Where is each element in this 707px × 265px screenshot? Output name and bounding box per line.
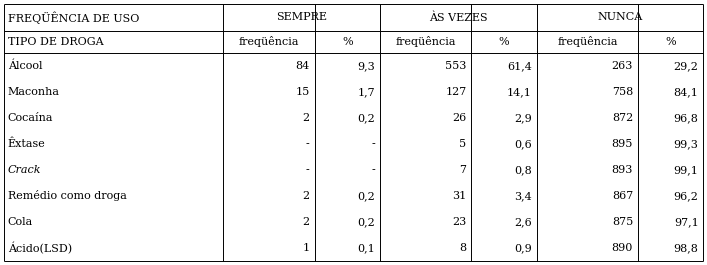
Text: 99,3: 99,3	[674, 139, 699, 149]
Text: 3,4: 3,4	[514, 191, 532, 201]
Text: 890: 890	[612, 243, 633, 253]
Text: 875: 875	[612, 217, 633, 227]
Text: 8: 8	[460, 243, 467, 253]
Text: 0,8: 0,8	[514, 165, 532, 175]
Text: 553: 553	[445, 61, 467, 71]
Text: 84,1: 84,1	[674, 87, 699, 97]
Text: SEMPRE: SEMPRE	[276, 12, 327, 23]
Text: 23: 23	[452, 217, 467, 227]
Text: Álcool: Álcool	[8, 61, 42, 71]
Text: 97,1: 97,1	[674, 217, 699, 227]
Text: Crack: Crack	[8, 165, 41, 175]
Text: Ácido(LSD): Ácido(LSD)	[8, 242, 72, 254]
Text: 127: 127	[445, 87, 467, 97]
Text: Cocaína: Cocaína	[8, 113, 53, 123]
Text: -: -	[306, 139, 310, 149]
Text: Cola: Cola	[8, 217, 33, 227]
Text: 867: 867	[612, 191, 633, 201]
Text: 2: 2	[303, 191, 310, 201]
Text: 61,4: 61,4	[507, 61, 532, 71]
Text: -: -	[371, 165, 375, 175]
Text: 0,1: 0,1	[357, 243, 375, 253]
Text: %: %	[499, 37, 510, 47]
Text: 7: 7	[460, 165, 467, 175]
Text: Êxtase: Êxtase	[8, 139, 45, 149]
Text: 15: 15	[296, 87, 310, 97]
Text: freqüência: freqüência	[395, 36, 456, 47]
Text: 9,3: 9,3	[357, 61, 375, 71]
Text: 96,8: 96,8	[674, 113, 699, 123]
Text: FREQÜÊNCIA DE USO: FREQÜÊNCIA DE USO	[8, 11, 139, 24]
Text: 0,2: 0,2	[357, 217, 375, 227]
Text: ÀS VEZES: ÀS VEZES	[429, 12, 488, 23]
Text: 26: 26	[452, 113, 467, 123]
Text: 1: 1	[303, 243, 310, 253]
Text: 99,1: 99,1	[674, 165, 699, 175]
Text: 2: 2	[303, 113, 310, 123]
Text: 2: 2	[303, 217, 310, 227]
Text: 0,6: 0,6	[514, 139, 532, 149]
Text: TIPO DE DROGA: TIPO DE DROGA	[8, 37, 103, 47]
Text: -: -	[371, 139, 375, 149]
Text: %: %	[342, 37, 353, 47]
Text: 96,2: 96,2	[674, 191, 699, 201]
Text: 0,2: 0,2	[357, 191, 375, 201]
Text: %: %	[665, 37, 676, 47]
Text: 1,7: 1,7	[358, 87, 375, 97]
Text: 758: 758	[612, 87, 633, 97]
Text: 31: 31	[452, 191, 467, 201]
Text: 893: 893	[612, 165, 633, 175]
Text: 84: 84	[296, 61, 310, 71]
Text: 29,2: 29,2	[674, 61, 699, 71]
Text: 98,8: 98,8	[674, 243, 699, 253]
Text: 14,1: 14,1	[507, 87, 532, 97]
Text: 0,2: 0,2	[357, 113, 375, 123]
Text: freqüência: freqüência	[557, 36, 618, 47]
Text: NUNCA: NUNCA	[597, 12, 643, 23]
Text: Remédio como droga: Remédio como droga	[8, 191, 127, 201]
Text: Maconha: Maconha	[8, 87, 60, 97]
Text: -: -	[306, 165, 310, 175]
Text: 5: 5	[460, 139, 467, 149]
Text: 2,9: 2,9	[514, 113, 532, 123]
Text: freqüência: freqüência	[238, 36, 299, 47]
Text: 872: 872	[612, 113, 633, 123]
Text: 895: 895	[612, 139, 633, 149]
Text: 0,9: 0,9	[514, 243, 532, 253]
Text: 2,6: 2,6	[514, 217, 532, 227]
Text: 263: 263	[612, 61, 633, 71]
